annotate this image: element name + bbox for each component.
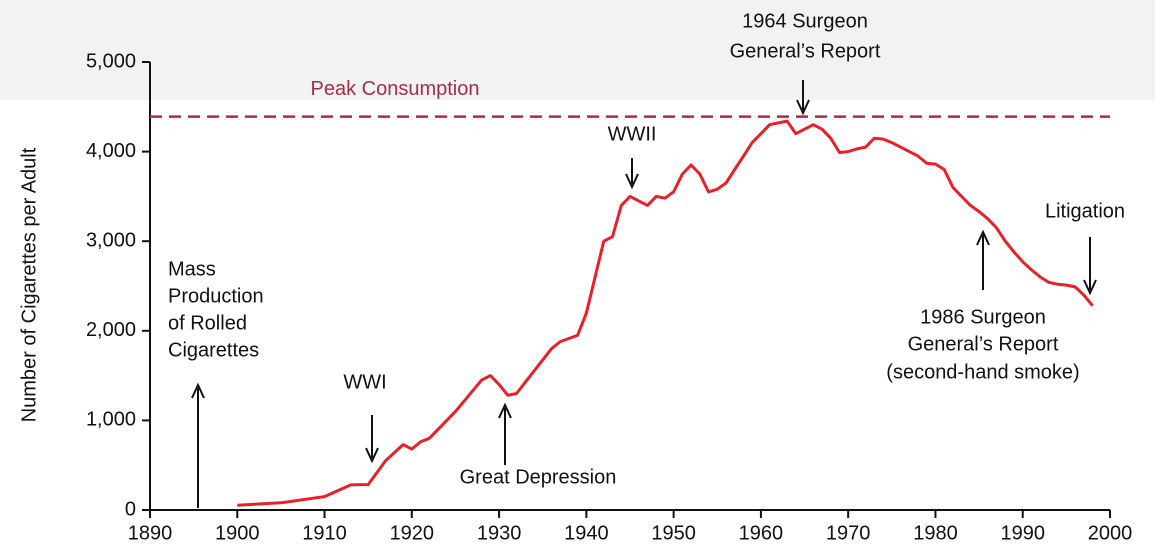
annotation: WWI xyxy=(343,371,386,393)
annotation: 1986 Surgeon xyxy=(920,306,1046,328)
x-tick-label: 1940 xyxy=(564,522,609,544)
arrow xyxy=(976,229,990,290)
top-band xyxy=(0,0,1155,100)
x-tick-label: 1910 xyxy=(302,522,347,544)
y-tick-label: 1,000 xyxy=(86,409,136,431)
x-tick-label: 1920 xyxy=(390,522,435,544)
y-axis-label: Number of Cigarettes per Adult xyxy=(18,147,40,422)
y-tick-label: 0 xyxy=(125,498,136,520)
y-tick-label: 2,000 xyxy=(86,319,136,341)
data-line xyxy=(237,119,1094,507)
annotation: Cigarettes xyxy=(168,339,259,361)
annotation: WWII xyxy=(608,123,657,145)
arrow xyxy=(365,415,379,464)
annotation: General’s Report xyxy=(908,333,1059,355)
x-tick-label: 1890 xyxy=(128,522,173,544)
annotation: General’s Report xyxy=(730,40,881,62)
annotation: Mass xyxy=(168,258,216,280)
arrow xyxy=(498,402,512,465)
arrow xyxy=(191,382,205,508)
y-tick-label: 3,000 xyxy=(86,229,136,251)
annotation: (second-hand smoke) xyxy=(886,361,1079,383)
annotations: Mass Production of Rolled Cigarettes WWI… xyxy=(168,10,1125,508)
x-tick-label: 1990 xyxy=(1000,522,1045,544)
annotation: Litigation xyxy=(1045,200,1125,222)
annotation: 1964 Surgeon xyxy=(742,10,868,32)
annotation: of Rolled xyxy=(168,312,247,334)
x-tick-label: 1960 xyxy=(739,522,784,544)
arrow xyxy=(625,158,639,190)
x-tick-label: 1930 xyxy=(477,522,522,544)
x-tick-label: 2000 xyxy=(1088,522,1133,544)
annotation: Production xyxy=(168,285,264,307)
arrow xyxy=(1083,237,1097,296)
y-tick-label: 5,000 xyxy=(86,50,136,72)
reference-label: Peak Consumption xyxy=(311,78,480,100)
arrow xyxy=(796,80,810,116)
x-tick-label: 1970 xyxy=(826,522,871,544)
x-tick-label: 1950 xyxy=(651,522,696,544)
y-tick-label: 4,000 xyxy=(86,140,136,162)
annotation: Great Depression xyxy=(460,466,617,488)
x-tick-label: 1900 xyxy=(215,522,260,544)
x-tick-label: 1980 xyxy=(913,522,958,544)
